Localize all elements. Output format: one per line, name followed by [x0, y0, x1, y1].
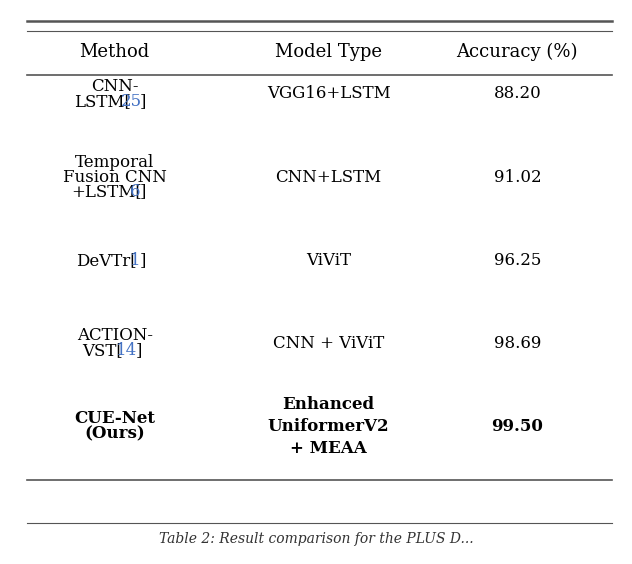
Text: 25: 25	[121, 93, 142, 110]
Text: ViViT: ViViT	[306, 252, 351, 268]
Text: 98.69: 98.69	[494, 334, 541, 352]
Text: VGG16+LSTM: VGG16+LSTM	[267, 86, 391, 103]
Text: 91.02: 91.02	[494, 169, 541, 186]
Text: (Ours): (Ours)	[84, 425, 145, 442]
Text: CNN+LSTM: CNN+LSTM	[276, 169, 382, 186]
Text: DeVTr[: DeVTr[	[76, 252, 137, 268]
Text: 99.50: 99.50	[492, 418, 544, 435]
Text: ]: ]	[140, 183, 147, 200]
Text: 6: 6	[130, 183, 140, 200]
Text: LSTM[: LSTM[	[74, 93, 131, 110]
Text: 1: 1	[130, 252, 140, 268]
Text: Accuracy (%): Accuracy (%)	[456, 43, 578, 61]
Text: Table 2: Result comparison for the PLUS D...: Table 2: Result comparison for the PLUS …	[159, 532, 473, 546]
Text: ACTION-: ACTION-	[76, 327, 153, 345]
Text: CUE-Net: CUE-Net	[74, 411, 155, 428]
Text: 14: 14	[116, 342, 138, 359]
Text: Model Type: Model Type	[275, 43, 382, 61]
Text: Method: Method	[80, 43, 150, 61]
Text: CNN + ViViT: CNN + ViViT	[273, 334, 384, 352]
Text: Temporal: Temporal	[75, 154, 154, 171]
Text: 88.20: 88.20	[494, 86, 541, 103]
Text: VST[: VST[	[82, 342, 123, 359]
Text: ]: ]	[140, 252, 147, 268]
Text: ]: ]	[136, 342, 142, 359]
Text: 96.25: 96.25	[494, 252, 541, 268]
Text: +LSTM[: +LSTM[	[71, 183, 142, 200]
Text: Fusion CNN: Fusion CNN	[63, 169, 167, 186]
Text: Enhanced
UniformerV2
+ MEAA: Enhanced UniformerV2 + MEAA	[268, 395, 389, 457]
Text: ]: ]	[140, 93, 147, 110]
Text: CNN-: CNN-	[91, 78, 138, 95]
